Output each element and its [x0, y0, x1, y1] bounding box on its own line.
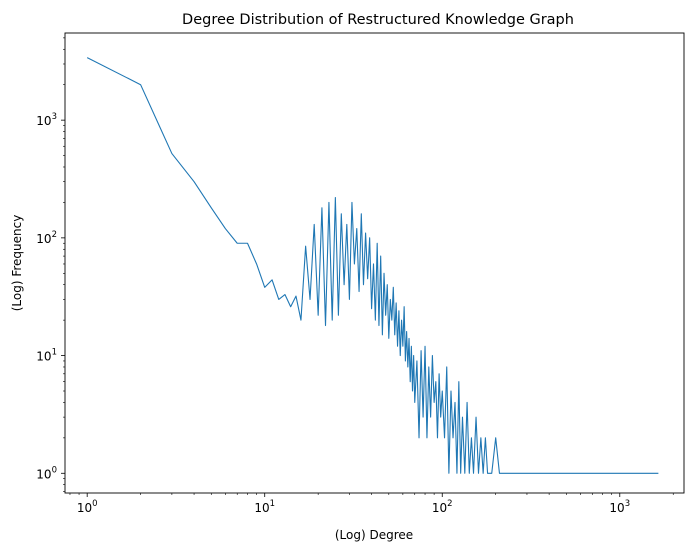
- y-axis-ticks: 100 101 102 103: [36, 37, 65, 492]
- x-tick-label: 100: [77, 499, 98, 515]
- chart-title: Degree Distribution of Restructured Know…: [182, 12, 574, 28]
- degree-frequency-line-0: [86, 57, 659, 474]
- plot-frame: [64, 32, 685, 494]
- y-tick-label: 101: [36, 348, 57, 364]
- x-axis-title: (Log) Degree: [335, 528, 413, 542]
- x-tick-label: 102: [432, 499, 453, 515]
- x-tick-label: 103: [609, 499, 630, 515]
- plot-area: [86, 57, 659, 474]
- y-tick-label: 100: [36, 465, 57, 481]
- x-tick-label: 101: [254, 499, 275, 515]
- y-tick-label: 102: [36, 230, 57, 246]
- y-tick-label: 103: [36, 112, 57, 128]
- y-axis-title: (Log) Frequency: [10, 215, 24, 312]
- x-axis-ticks: 100 101 102 103: [69, 493, 674, 515]
